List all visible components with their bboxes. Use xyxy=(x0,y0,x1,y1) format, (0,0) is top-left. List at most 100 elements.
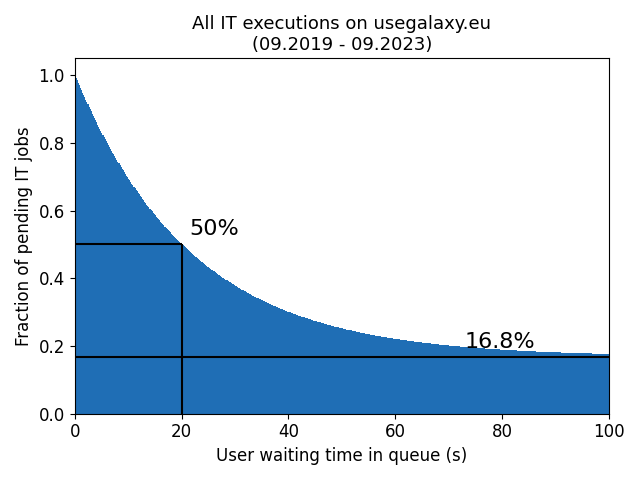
Bar xyxy=(102,135,104,414)
Bar xyxy=(201,262,202,414)
Bar xyxy=(154,214,155,414)
Bar xyxy=(280,309,281,414)
Bar xyxy=(231,283,232,414)
Bar xyxy=(483,348,484,414)
Bar xyxy=(605,354,606,414)
Bar xyxy=(456,346,458,414)
X-axis label: User waiting time in queue (s): User waiting time in queue (s) xyxy=(216,447,468,465)
Bar xyxy=(608,354,609,414)
Bar xyxy=(399,339,401,414)
Bar xyxy=(359,332,360,414)
Bar xyxy=(376,336,377,414)
Bar xyxy=(566,353,568,414)
Bar xyxy=(279,308,280,414)
Bar xyxy=(227,280,228,414)
Bar xyxy=(480,348,481,414)
Bar xyxy=(449,346,450,414)
Bar xyxy=(393,338,394,414)
Bar xyxy=(303,317,305,414)
Bar xyxy=(131,184,132,414)
Bar xyxy=(101,133,102,414)
Bar xyxy=(207,267,208,414)
Bar xyxy=(594,354,595,414)
Bar xyxy=(239,288,241,414)
Bar xyxy=(563,353,564,414)
Bar xyxy=(453,346,454,414)
Bar xyxy=(511,350,512,414)
Bar xyxy=(257,298,259,414)
Bar xyxy=(522,351,523,414)
Bar xyxy=(452,346,453,414)
Bar xyxy=(127,177,128,414)
Bar xyxy=(385,337,386,414)
Bar xyxy=(116,160,117,414)
Bar xyxy=(112,153,113,414)
Bar xyxy=(570,353,571,414)
Bar xyxy=(158,219,159,414)
Bar xyxy=(321,323,322,414)
Bar xyxy=(244,291,246,414)
Bar xyxy=(574,353,575,414)
Bar xyxy=(124,172,125,414)
Bar xyxy=(95,120,96,414)
Bar xyxy=(373,335,374,414)
Bar xyxy=(420,342,421,414)
Bar xyxy=(584,353,586,414)
Bar xyxy=(355,332,356,414)
Bar xyxy=(500,349,501,414)
Bar xyxy=(515,350,516,414)
Bar xyxy=(454,346,455,414)
Bar xyxy=(206,266,207,414)
Title: All IT executions on usegalaxy.eu
(09.2019 - 09.2023): All IT executions on usegalaxy.eu (09.20… xyxy=(193,15,492,54)
Bar xyxy=(249,294,250,414)
Bar xyxy=(143,200,144,414)
Bar xyxy=(313,321,314,414)
Bar xyxy=(560,352,561,414)
Bar xyxy=(175,238,176,414)
Bar xyxy=(262,300,263,414)
Bar xyxy=(466,347,467,414)
Bar xyxy=(358,332,359,414)
Bar xyxy=(389,338,390,414)
Bar xyxy=(200,261,201,414)
Bar xyxy=(490,349,492,414)
Bar xyxy=(417,342,418,414)
Bar xyxy=(205,265,206,414)
Bar xyxy=(97,124,98,414)
Bar xyxy=(253,296,254,414)
Bar xyxy=(372,335,373,414)
Bar xyxy=(388,338,389,414)
Bar xyxy=(282,310,283,414)
Bar xyxy=(541,352,542,414)
Bar xyxy=(445,345,447,414)
Bar xyxy=(296,315,297,414)
Bar xyxy=(171,234,172,414)
Bar xyxy=(396,339,397,414)
Bar xyxy=(93,116,94,414)
Bar xyxy=(530,351,531,414)
Bar xyxy=(180,243,182,414)
Bar xyxy=(104,139,106,414)
Bar xyxy=(125,174,126,414)
Bar xyxy=(315,321,316,414)
Bar xyxy=(472,348,474,414)
Bar xyxy=(324,324,325,414)
Bar xyxy=(433,344,434,414)
Bar xyxy=(401,340,402,414)
Bar xyxy=(360,333,361,414)
Bar xyxy=(415,342,416,414)
Bar xyxy=(548,352,549,414)
Bar xyxy=(533,351,534,414)
Bar xyxy=(198,260,200,414)
Bar xyxy=(435,344,436,414)
Bar xyxy=(322,323,323,414)
Bar xyxy=(380,336,381,414)
Bar xyxy=(120,167,122,414)
Bar xyxy=(516,350,517,414)
Bar xyxy=(330,325,332,414)
Bar xyxy=(252,296,253,414)
Bar xyxy=(312,320,313,414)
Bar xyxy=(301,317,302,414)
Bar xyxy=(514,350,515,414)
Bar xyxy=(122,169,123,414)
